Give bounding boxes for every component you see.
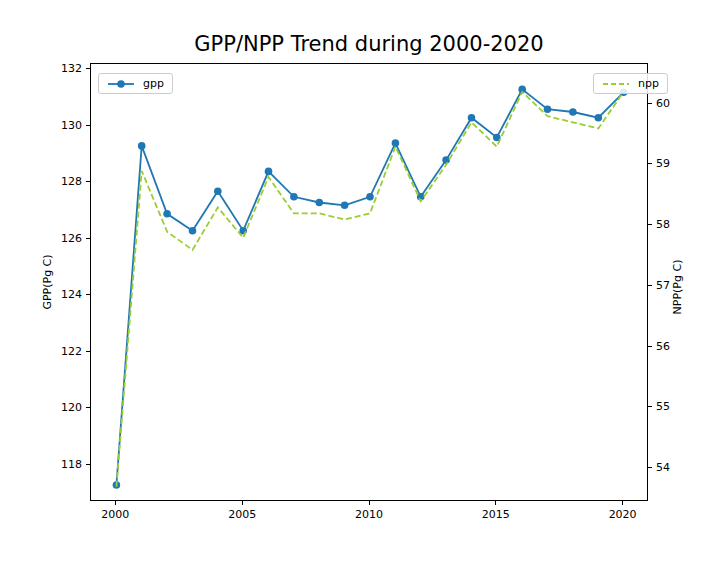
y-tick-mark-left bbox=[86, 181, 90, 182]
y-tick-mark-left bbox=[86, 407, 90, 408]
gpp-marker bbox=[138, 142, 146, 150]
y-tick-label-right: 55 bbox=[656, 400, 670, 413]
y-tick-label-right: 54 bbox=[656, 461, 670, 474]
gpp-marker bbox=[189, 227, 197, 235]
y-tick-label-right: 58 bbox=[656, 218, 670, 231]
legend-npp-label: npp bbox=[638, 77, 659, 90]
npp-dashed-line-icon bbox=[601, 78, 631, 90]
y-tick-mark-right bbox=[648, 163, 652, 164]
x-tick-label: 2000 bbox=[90, 508, 140, 521]
y-tick-mark-right bbox=[648, 467, 652, 468]
plot-lines bbox=[91, 64, 649, 502]
y-tick-mark-left bbox=[86, 68, 90, 69]
y-tick-mark-right bbox=[648, 103, 652, 104]
x-tick-mark bbox=[622, 501, 623, 505]
y-tick-mark-left bbox=[86, 238, 90, 239]
x-tick-label: 2010 bbox=[344, 508, 394, 521]
x-tick-mark bbox=[495, 501, 496, 505]
gpp-marker bbox=[265, 168, 273, 176]
gpp-marker bbox=[316, 199, 324, 207]
gpp-marker bbox=[569, 108, 577, 116]
x-tick-mark bbox=[242, 501, 243, 505]
y-tick-label-left: 126 bbox=[38, 232, 82, 245]
gpp-marker bbox=[392, 139, 400, 147]
y-tick-mark-right bbox=[648, 285, 652, 286]
y-tick-label-right: 60 bbox=[656, 97, 670, 110]
y-axis-label-right: NPP(Pg C) bbox=[671, 260, 684, 315]
legend-gpp: gpp bbox=[98, 73, 173, 94]
legend-npp: npp bbox=[593, 73, 668, 94]
chart-title: GPP/NPP Trend during 2000-2020 bbox=[90, 32, 648, 56]
y-tick-label-right: 59 bbox=[656, 157, 670, 170]
y-tick-label-left: 122 bbox=[38, 345, 82, 358]
gpp-marker bbox=[366, 193, 374, 201]
y-tick-label-right: 56 bbox=[656, 340, 670, 353]
figure: GPP/NPP Trend during 2000-2020 GPP(Pg C)… bbox=[0, 0, 720, 576]
x-tick-mark bbox=[115, 501, 116, 505]
x-tick-mark bbox=[369, 501, 370, 505]
plot-area: gpp npp bbox=[90, 63, 648, 501]
y-tick-mark-left bbox=[86, 125, 90, 126]
gpp-line bbox=[116, 89, 623, 485]
y-tick-label-right: 57 bbox=[656, 279, 670, 292]
y-tick-label-left: 124 bbox=[38, 288, 82, 301]
y-tick-mark-right bbox=[648, 224, 652, 225]
x-tick-label: 2015 bbox=[471, 508, 521, 521]
gpp-marker bbox=[544, 105, 552, 113]
y-tick-mark-left bbox=[86, 464, 90, 465]
y-tick-label-left: 118 bbox=[38, 458, 82, 471]
legend-gpp-label: gpp bbox=[143, 77, 164, 90]
gpp-line-icon bbox=[106, 78, 136, 90]
gpp-marker bbox=[595, 114, 603, 122]
y-tick-mark-left bbox=[86, 351, 90, 352]
gpp-marker bbox=[341, 202, 349, 210]
y-tick-label-left: 128 bbox=[38, 175, 82, 188]
y-axis-label-left: GPP(Pg C) bbox=[41, 254, 54, 309]
y-tick-label-left: 120 bbox=[38, 401, 82, 414]
x-tick-label: 2020 bbox=[598, 508, 648, 521]
gpp-marker bbox=[214, 187, 222, 195]
x-tick-label: 2005 bbox=[217, 508, 267, 521]
gpp-marker bbox=[442, 156, 450, 164]
y-tick-label-left: 130 bbox=[38, 119, 82, 132]
gpp-marker bbox=[163, 210, 171, 218]
npp-line bbox=[116, 92, 623, 487]
y-tick-mark-right bbox=[648, 406, 652, 407]
y-tick-label-left: 132 bbox=[38, 62, 82, 75]
y-tick-mark-right bbox=[648, 346, 652, 347]
y-tick-mark-left bbox=[86, 294, 90, 295]
gpp-marker bbox=[290, 193, 298, 201]
gpp-marker bbox=[468, 114, 476, 122]
